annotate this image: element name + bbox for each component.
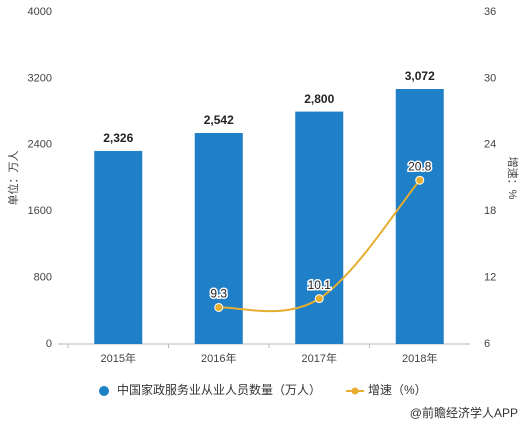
y2-tick-label: 6 <box>484 338 490 350</box>
line-value-label: 20.8 <box>408 159 432 173</box>
y2-tick-label: 36 <box>484 6 496 18</box>
y2-tick-label: 12 <box>484 272 496 284</box>
line-point <box>314 294 324 304</box>
y-tick-label: 3200 <box>28 72 52 84</box>
bar <box>295 111 344 344</box>
x-tick-label: 2016年 <box>201 351 236 365</box>
y-tick-label: 1600 <box>28 205 52 217</box>
y-tick-label: 0 <box>46 338 52 350</box>
legend-label: 增速（%） <box>368 383 427 397</box>
bar <box>194 133 243 344</box>
y2-axis-label: 增速：% <box>506 157 520 200</box>
line-point <box>415 175 425 185</box>
x-tick-label: 2017年 <box>302 351 337 365</box>
bar-value-label: 2,542 <box>204 113 234 127</box>
y2-tick-label: 24 <box>484 139 496 151</box>
y-tick-label: 2400 <box>28 139 52 151</box>
legend-marker <box>99 386 109 396</box>
line-point <box>214 302 224 312</box>
bar <box>94 150 143 344</box>
line-value-label: 9.3 <box>210 287 227 301</box>
y2-tick-label: 18 <box>484 205 496 217</box>
line-value-label: 10.1 <box>308 278 332 292</box>
legend-marker <box>351 387 359 395</box>
source: @前瞻经济学人APP <box>410 405 518 420</box>
bar-value-label: 2,326 <box>103 131 133 145</box>
x-tick-label: 2015年 <box>101 351 136 365</box>
y2-tick-label: 30 <box>484 72 496 84</box>
y-axis-label: 单位：万人 <box>6 151 20 206</box>
legend-label: 中国家政服务业从业人员数量（万人） <box>117 382 321 397</box>
x-tick-label: 2018年 <box>402 351 437 365</box>
bar-value-label: 3,072 <box>405 69 435 83</box>
bar <box>395 89 444 344</box>
bar-value-label: 2,800 <box>304 92 334 106</box>
y-tick-label: 4000 <box>28 6 52 18</box>
y-tick-label: 800 <box>34 272 52 284</box>
